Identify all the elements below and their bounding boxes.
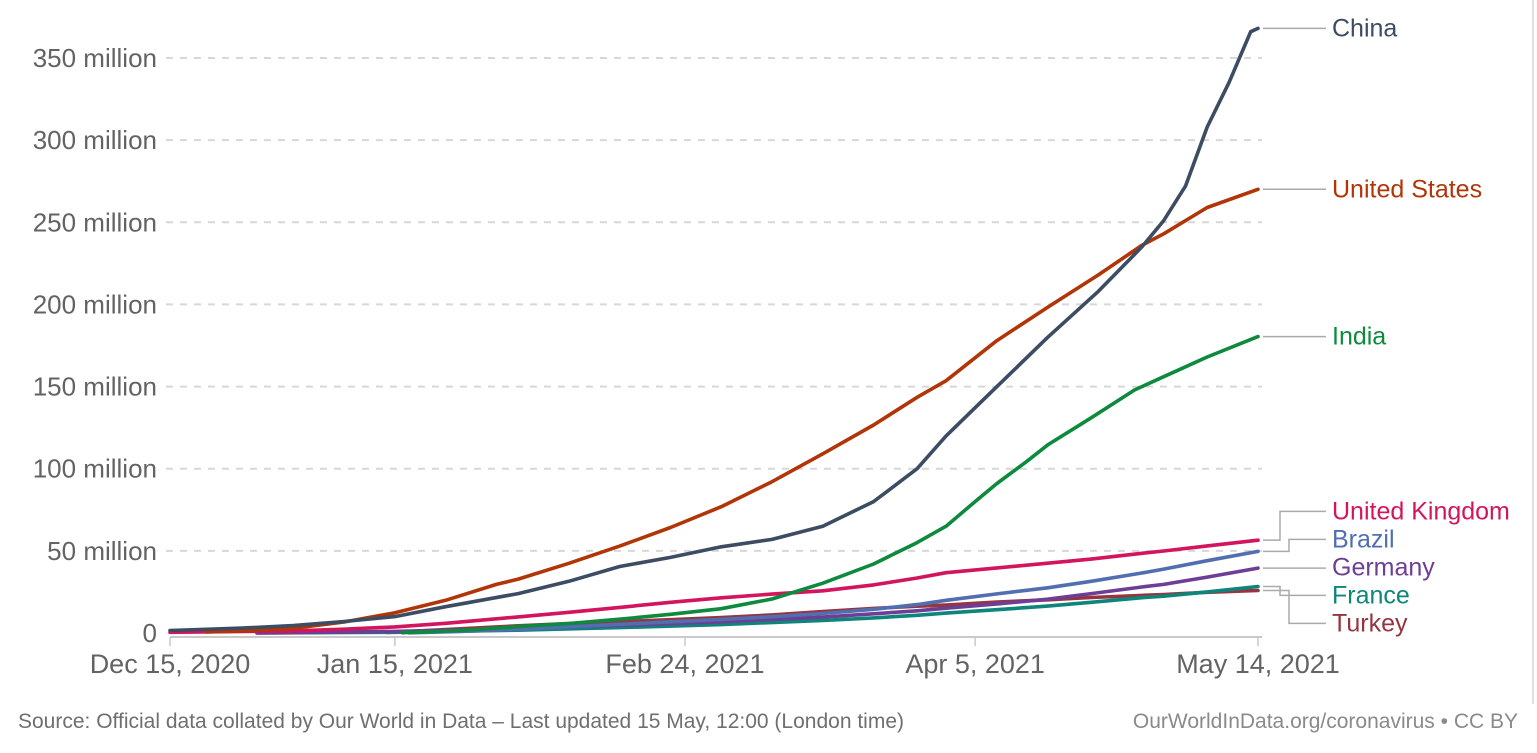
window-edge-line xyxy=(1532,0,1534,704)
label-connector-turkey xyxy=(1263,589,1326,625)
y-axis-tick-label: 0 xyxy=(143,618,157,648)
x-axis-tick-label: Jan 15, 2021 xyxy=(317,649,473,679)
series-label-france[interactable]: France xyxy=(1332,581,1410,609)
y-axis-tick-label: 300 million xyxy=(33,125,157,155)
series-label-united-states[interactable]: United States xyxy=(1332,175,1482,203)
x-axis-tick-label: Feb 24, 2021 xyxy=(605,649,764,679)
y-axis-tick-label: 200 million xyxy=(33,289,157,319)
x-axis-tick-label: Apr 5, 2021 xyxy=(905,649,1045,679)
y-axis-tick-label: 350 million xyxy=(33,43,157,73)
source-note: Source: Official data collated by Our Wo… xyxy=(18,710,904,733)
series-label-india[interactable]: India xyxy=(1332,323,1386,351)
vaccination-line-chart: 0 50 million 100 million 150 million 200 mil… xyxy=(33,14,1510,679)
series-line-brazil[interactable] xyxy=(407,549,1260,635)
series-label-china[interactable]: China xyxy=(1332,14,1397,42)
x-axis-tick-label: May 14, 2021 xyxy=(1176,649,1340,679)
series-line-china[interactable] xyxy=(168,26,1260,633)
series-line-united-kingdom[interactable] xyxy=(168,538,1260,635)
y-axis-tick-label: 50 million xyxy=(47,536,157,566)
series-label-united-kingdom[interactable]: United Kingdom xyxy=(1332,497,1510,525)
attribution-link[interactable]: OurWorldInData.org/coronavirus • CC BY xyxy=(1132,710,1518,733)
series-label-germany[interactable]: Germany xyxy=(1332,553,1435,581)
y-axis-tick-label: 150 million xyxy=(33,372,157,402)
chart-footer: Source: Official data collated by Our Wo… xyxy=(0,706,1537,738)
series-label-brazil[interactable]: Brazil xyxy=(1332,525,1395,553)
series-line-india[interactable] xyxy=(400,334,1260,635)
series-line-united-states[interactable] xyxy=(204,187,1260,634)
series-label-turkey[interactable]: Turkey xyxy=(1332,609,1408,637)
series-line-france[interactable] xyxy=(255,584,1260,635)
y-axis-tick-label: 250 million xyxy=(33,207,157,237)
label-connector-brazil xyxy=(1263,538,1326,553)
y-axis-tick-label: 100 million xyxy=(33,454,157,484)
x-axis-tick-label: Dec 15, 2020 xyxy=(90,649,251,679)
label-connector-united-kingdom xyxy=(1263,510,1326,541)
